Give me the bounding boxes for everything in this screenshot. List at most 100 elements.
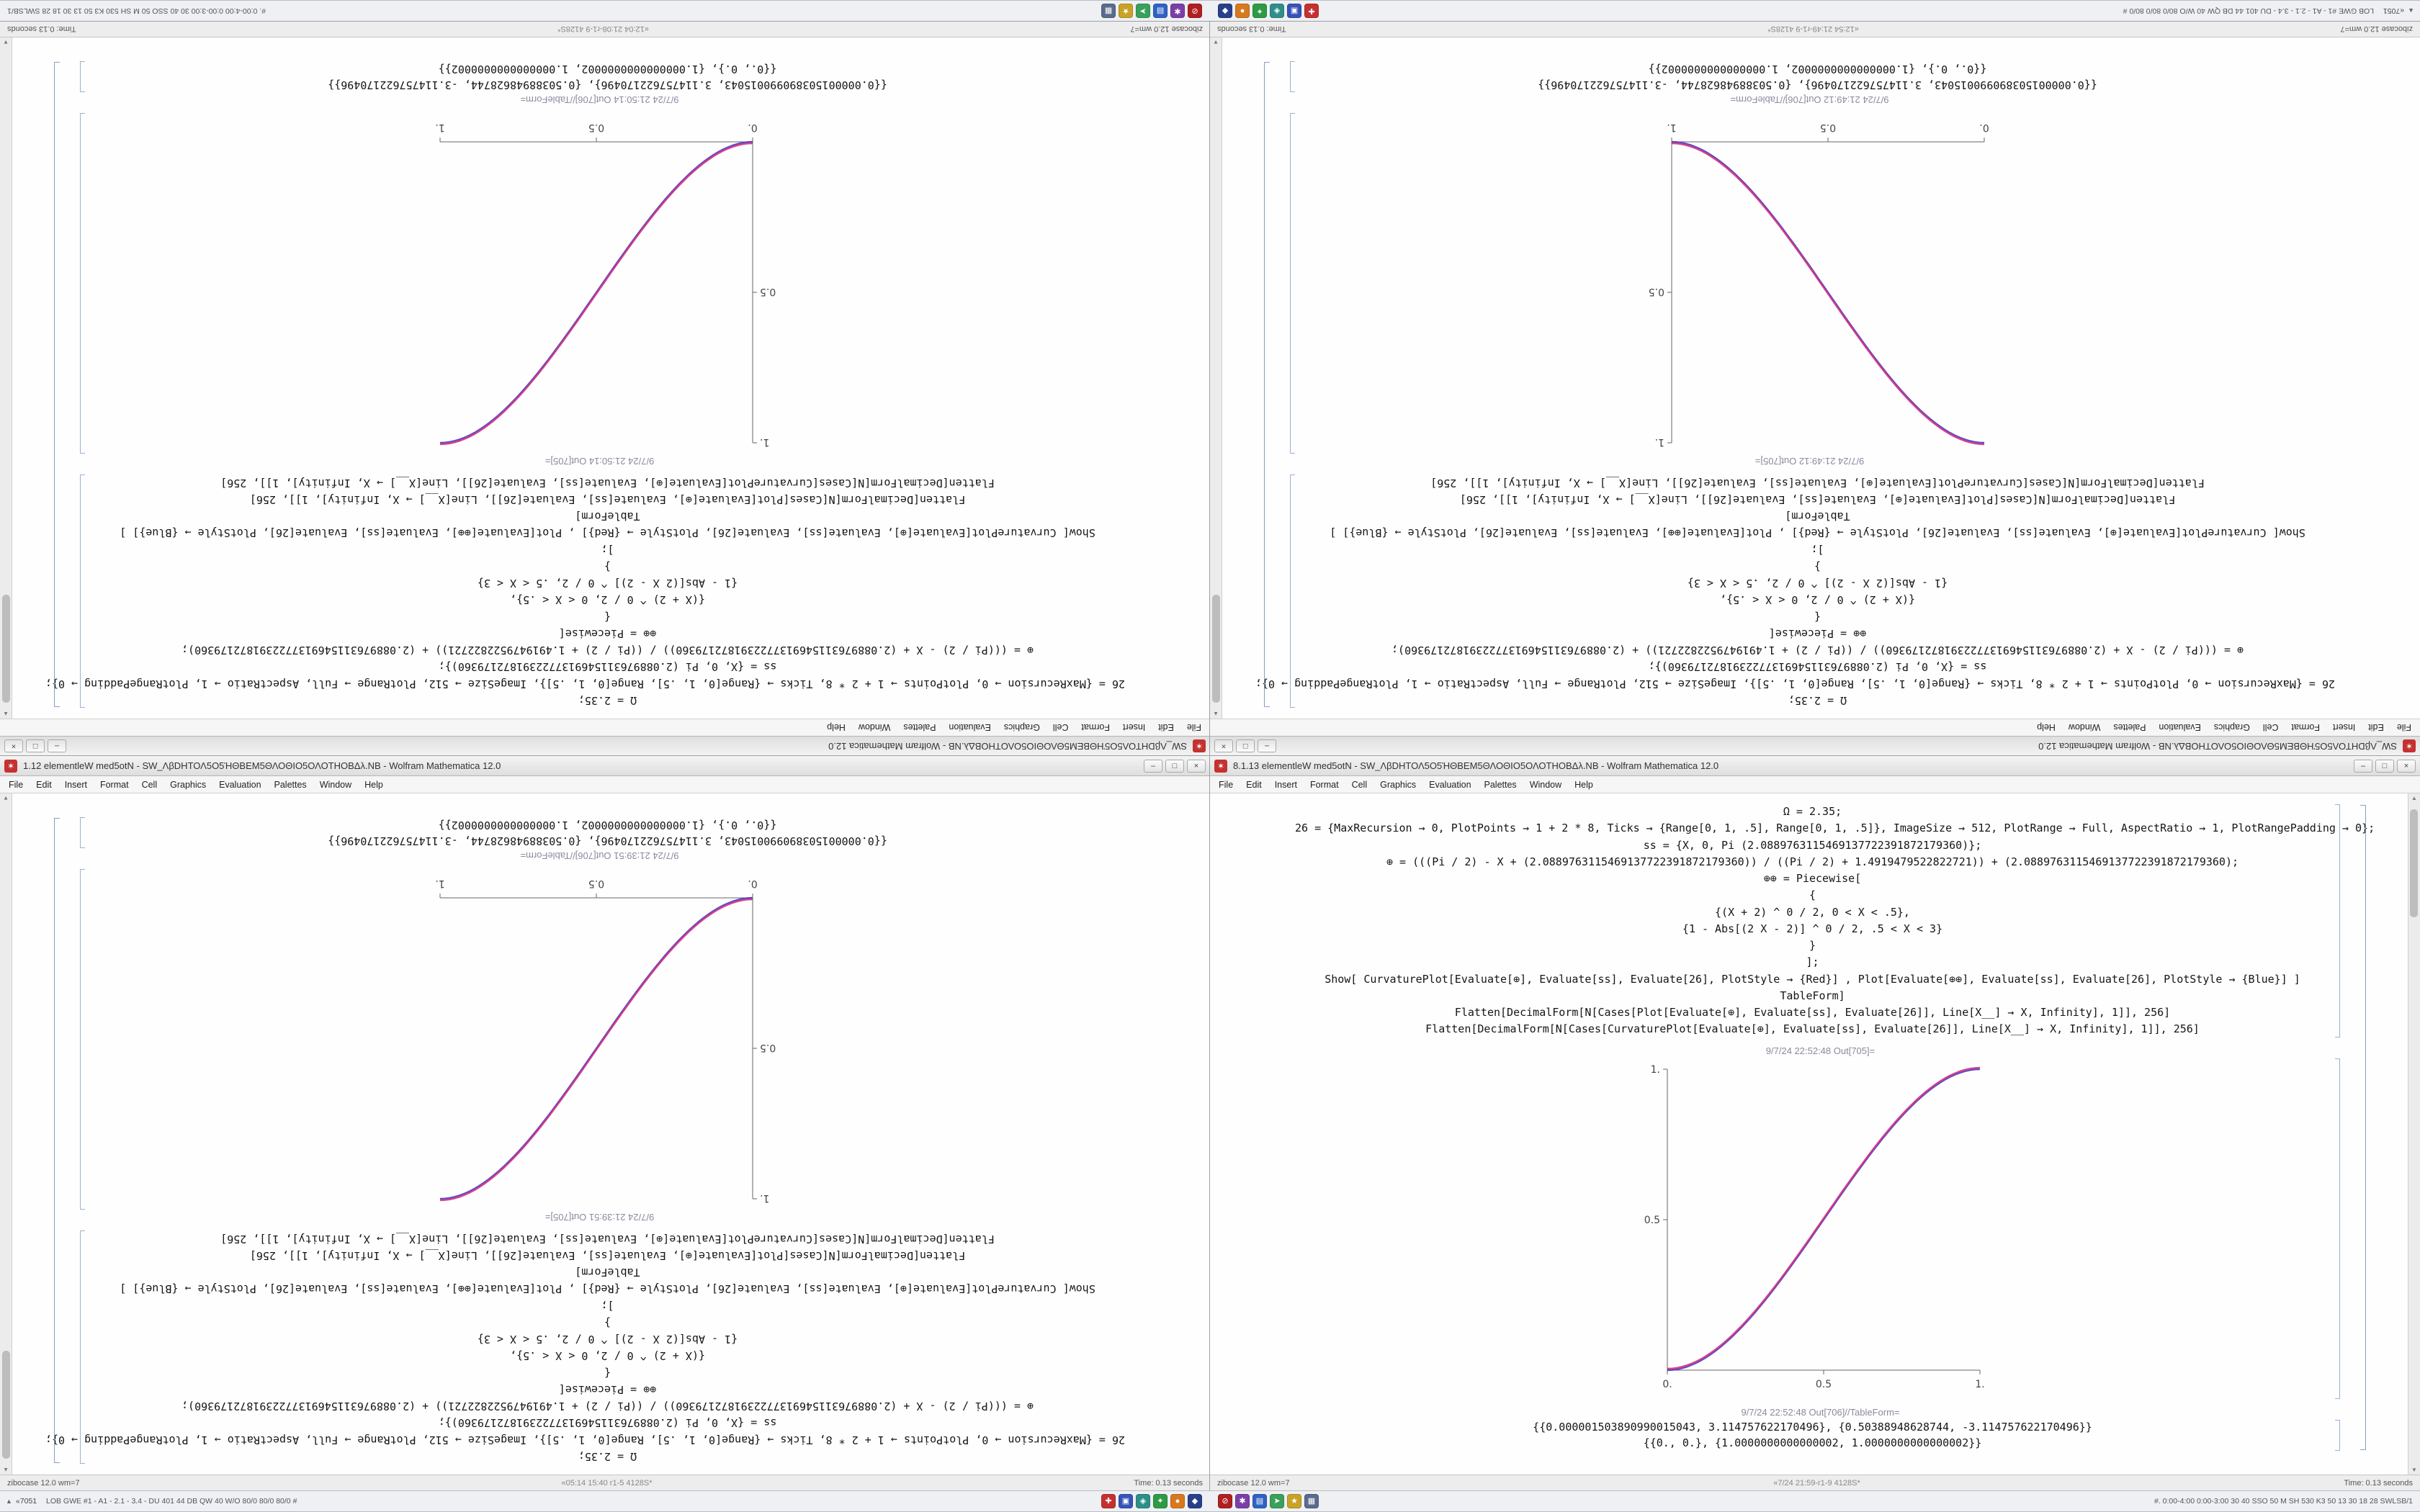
plot-output-cell[interactable]: 0. 0.5 1. 0.5 1. — [1295, 1058, 2346, 1400]
input-cell[interactable]: Ω = 2.35; 26 = {MaxRecursion → 0, PlotPoi… — [45, 1230, 1125, 1465]
scroll-down-icon[interactable]: ▼ — [1213, 39, 1219, 45]
menu-item[interactable]: Help — [2037, 722, 2056, 733]
tray-icon-red-shield[interactable]: ✚ — [1101, 1494, 1116, 1508]
menu-item[interactable]: Palettes — [903, 722, 936, 733]
menu-item[interactable]: Graphics — [1380, 779, 1417, 790]
tray-icon-teal-app[interactable]: ◈ — [1136, 1494, 1150, 1508]
tray-icon-green-app[interactable]: ✦ — [1153, 1494, 1168, 1508]
tray-icon-navy-app[interactable]: ◆ — [1188, 1494, 1202, 1508]
menu-item[interactable]: Evaluation — [949, 722, 991, 733]
menu-item[interactable]: Palettes — [2113, 722, 2146, 733]
maximize-button[interactable]: □ — [2375, 759, 2394, 773]
minimize-button[interactable]: – — [2354, 759, 2372, 773]
scroll-up-icon[interactable]: ▲ — [1213, 711, 1219, 717]
input-cell[interactable]: Ω = 2.35; 26 = {MaxRecursion → 0, PlotPoi… — [1295, 804, 2375, 1038]
input-cell[interactable]: Ω = 2.35; 26 = {MaxRecursion → 0, PlotPoi… — [1255, 474, 2335, 709]
plot-output-cell[interactable]: 0. 0.5 1. 0.5 1. — [74, 113, 1125, 455]
maximize-button[interactable]: □ — [26, 739, 45, 753]
maximize-button[interactable]: □ — [1236, 739, 1255, 753]
menu-item[interactable]: Format — [99, 779, 129, 790]
tray-icon-red-shield[interactable]: ✚ — [1304, 4, 1319, 18]
tray-icon-slate-app[interactable]: ▦ — [1101, 4, 1116, 18]
menu-item[interactable]: Help — [364, 779, 383, 790]
tray-icon-violet-app[interactable]: ✱ — [1170, 4, 1185, 18]
menu-item[interactable]: Format — [1309, 779, 1339, 790]
tray-icon-teal-app[interactable]: ◈ — [1270, 4, 1284, 18]
menu-item[interactable]: Edit — [1158, 722, 1174, 733]
menu-item[interactable]: Window — [319, 779, 352, 790]
scrollbar[interactable]: ▲ ▼ — [1210, 37, 1222, 719]
tray-icon-red-app[interactable]: ⊘ — [1218, 1494, 1232, 1508]
menu-item[interactable]: Edit — [36, 779, 52, 790]
menu-item[interactable]: File — [1186, 722, 1201, 733]
window-titlebar[interactable]: ✶ 1.12 elementleW med5otN - SW_ΛβDΗΤΟΛ5Ο… — [0, 756, 1210, 776]
menu-item[interactable]: Palettes — [274, 779, 307, 790]
window-titlebar[interactable]: ✶ SW_ΛβDΗΤΟΛ5Ο5ΉΘΒΕΜ5ΘΛΟΘΙΟ5ΟΛΟΤΗΟΒΔλ.ΝΒ… — [0, 736, 1210, 756]
minimize-button[interactable]: – — [48, 739, 66, 753]
minimize-button[interactable]: – — [1144, 759, 1162, 773]
tableform-output-cell[interactable]: {{0.000001503890990015043, 3.11475762217… — [74, 817, 1125, 850]
menu-item[interactable]: Graphics — [2213, 722, 2250, 733]
scrollbar-thumb[interactable] — [1212, 595, 1220, 703]
window-titlebar[interactable]: ✶ 8.1.13 elementleW med5otN - SW_ΛβDΗΤΟΛ… — [1210, 756, 2420, 776]
tray-icon-blue2-app[interactable]: ▤ — [1153, 4, 1168, 18]
scroll-down-icon[interactable]: ▼ — [3, 39, 9, 45]
start-button[interactable]: ▲ «7051 — [6, 1497, 37, 1506]
tray-icon-orange-app[interactable]: ● — [1170, 1494, 1185, 1508]
tableform-output-cell[interactable]: {{0.000001503890990015043, 3.11475762217… — [74, 61, 1125, 94]
close-button[interactable]: × — [1214, 739, 1233, 753]
tray-icon-red-app[interactable]: ⊘ — [1188, 4, 1202, 18]
scroll-down-icon[interactable]: ▼ — [3, 795, 9, 801]
scrollbar[interactable]: ▲ ▼ — [2408, 793, 2420, 1475]
scrollbar[interactable]: ▲ ▼ — [0, 37, 12, 719]
plot-output-cell[interactable]: 0. 0.5 1. 0.5 1. — [1284, 113, 2335, 455]
menu-item[interactable]: Window — [858, 722, 891, 733]
menu-item[interactable]: Help — [827, 722, 846, 733]
tray-icon-green2-app[interactable]: ➤ — [1136, 4, 1150, 18]
menu-item[interactable]: Format — [1081, 722, 1111, 733]
menu-item[interactable]: File — [1219, 779, 1234, 790]
start-button[interactable]: ▲ «7051 — [2383, 6, 2414, 15]
scrollbar-thumb[interactable] — [2, 595, 10, 703]
tableform-output-cell[interactable]: {{0.000001503890990015043, 3.11475762217… — [1295, 1419, 2346, 1452]
notebook-content[interactable]: Ω = 2.35; 26 = {MaxRecursion → 0, PlotPoi… — [12, 793, 1210, 1475]
menu-item[interactable]: Evaluation — [2159, 722, 2201, 733]
scroll-up-icon[interactable]: ▲ — [2411, 795, 2417, 801]
tableform-output-cell[interactable]: {{0.000001503890990015043, 3.11475762217… — [1284, 61, 2335, 94]
tray-icon-blue-app[interactable]: ▣ — [1119, 1494, 1133, 1508]
menu-item[interactable]: Cell — [2262, 722, 2279, 733]
menu-item[interactable]: Insert — [1123, 722, 1146, 733]
close-button[interactable]: × — [4, 739, 23, 753]
tray-icon-slate-app[interactable]: ▦ — [1304, 1494, 1319, 1508]
notebook-content[interactable]: Ω = 2.35; 26 = {MaxRecursion → 0, PlotPoi… — [1222, 37, 2420, 719]
menu-item[interactable]: Evaluation — [219, 779, 261, 790]
menu-item[interactable]: File — [9, 779, 24, 790]
menu-item[interactable]: Edit — [2368, 722, 2384, 733]
menu-item[interactable]: Graphics — [170, 779, 207, 790]
menu-item[interactable]: Insert — [64, 779, 87, 790]
menu-item[interactable]: Cell — [1052, 722, 1069, 733]
menu-item[interactable]: Help — [1574, 779, 1593, 790]
menu-item[interactable]: Window — [2068, 722, 2101, 733]
menu-item[interactable]: Cell — [141, 779, 158, 790]
scroll-up-icon[interactable]: ▲ — [3, 711, 9, 717]
menu-item[interactable]: Palettes — [1484, 779, 1517, 790]
menu-item[interactable]: Insert — [2333, 722, 2356, 733]
maximize-button[interactable]: □ — [1165, 759, 1184, 773]
menu-item[interactable]: Window — [1529, 779, 1562, 790]
close-button[interactable]: × — [2397, 759, 2416, 773]
menu-item[interactable]: Cell — [1351, 779, 1368, 790]
scroll-up-icon[interactable]: ▲ — [3, 1467, 9, 1473]
tray-icon-blue2-app[interactable]: ▤ — [1252, 1494, 1267, 1508]
menu-item[interactable]: Edit — [1246, 779, 1262, 790]
window-titlebar[interactable]: ✶ SW_ΛβDΗΤΟΛ5Ο5ΉΘΒΕΜ5ΘΛΟΘΙΟ5ΟΛΟΤΗΟΒΔλ.ΝΒ… — [1210, 736, 2420, 756]
tray-icon-gold-app[interactable]: ★ — [1119, 4, 1133, 18]
tray-icon-orange-app[interactable]: ● — [1235, 4, 1250, 18]
tray-icon-navy-app[interactable]: ◆ — [1218, 4, 1232, 18]
menu-item[interactable]: Insert — [1274, 779, 1297, 790]
scrollbar[interactable]: ▲ ▼ — [0, 793, 12, 1475]
minimize-button[interactable]: – — [1258, 739, 1276, 753]
notebook-content[interactable]: Ω = 2.35; 26 = {MaxRecursion → 0, PlotPoi… — [12, 37, 1210, 719]
tray-icon-green-app[interactable]: ✦ — [1252, 4, 1267, 18]
scrollbar-thumb[interactable] — [2410, 809, 2418, 917]
